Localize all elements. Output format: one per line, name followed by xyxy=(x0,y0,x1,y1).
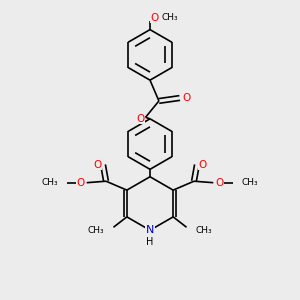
Text: CH₃: CH₃ xyxy=(42,178,58,187)
Text: CH₃: CH₃ xyxy=(196,226,212,235)
Text: CH₃: CH₃ xyxy=(88,226,104,235)
Text: H: H xyxy=(146,236,154,247)
Text: O: O xyxy=(215,178,224,188)
Text: CH₃: CH₃ xyxy=(242,178,258,187)
Text: O: O xyxy=(182,93,190,103)
Text: O: O xyxy=(199,160,207,170)
Text: O: O xyxy=(93,160,101,170)
Text: O: O xyxy=(76,178,85,188)
Text: O: O xyxy=(150,13,159,23)
Text: CH₃: CH₃ xyxy=(161,13,178,22)
Text: O: O xyxy=(136,114,144,124)
Text: N: N xyxy=(146,225,154,235)
